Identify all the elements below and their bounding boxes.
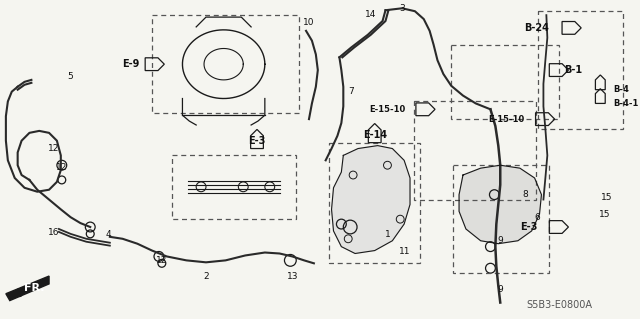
Text: E-3: E-3: [248, 136, 266, 146]
Text: 4: 4: [105, 230, 111, 239]
Text: 5: 5: [68, 72, 74, 81]
Bar: [328, 143, 420, 263]
Polygon shape: [6, 276, 49, 300]
Text: 16: 16: [48, 228, 60, 237]
Text: B-24: B-24: [524, 23, 549, 33]
Text: 15: 15: [602, 193, 613, 202]
Text: E-14: E-14: [363, 130, 387, 140]
Text: 3: 3: [399, 4, 405, 13]
Text: 10: 10: [303, 18, 315, 26]
Text: 13: 13: [287, 271, 298, 281]
Text: E-15-10: E-15-10: [369, 105, 405, 114]
Text: 7: 7: [348, 87, 354, 96]
Text: 9: 9: [497, 236, 503, 245]
Text: 14: 14: [365, 10, 376, 19]
Text: 15: 15: [598, 210, 610, 219]
Text: B-4: B-4: [613, 85, 629, 94]
Text: E-9: E-9: [122, 59, 139, 69]
Text: 12: 12: [56, 163, 67, 172]
Bar: [538, 11, 623, 129]
Text: E-3: E-3: [520, 222, 538, 232]
Bar: [453, 165, 549, 273]
Text: 11: 11: [399, 247, 411, 256]
Bar: [451, 45, 559, 119]
Text: FR.: FR.: [24, 283, 45, 293]
Text: 9: 9: [497, 285, 503, 294]
Bar: [414, 101, 536, 200]
Text: B-4-1: B-4-1: [613, 99, 639, 108]
Text: B-1: B-1: [564, 65, 582, 75]
Text: 1: 1: [385, 230, 390, 239]
Polygon shape: [459, 165, 541, 244]
Text: 12: 12: [48, 144, 60, 153]
Text: E-15-10: E-15-10: [488, 115, 525, 124]
Text: S5B3-E0800A: S5B3-E0800A: [526, 300, 592, 310]
Text: 2: 2: [203, 271, 209, 281]
Bar: [152, 15, 299, 113]
Text: 8: 8: [522, 190, 527, 199]
Bar: [172, 155, 296, 219]
Polygon shape: [332, 145, 410, 254]
Text: 12: 12: [156, 256, 168, 265]
Text: 6: 6: [534, 213, 540, 222]
